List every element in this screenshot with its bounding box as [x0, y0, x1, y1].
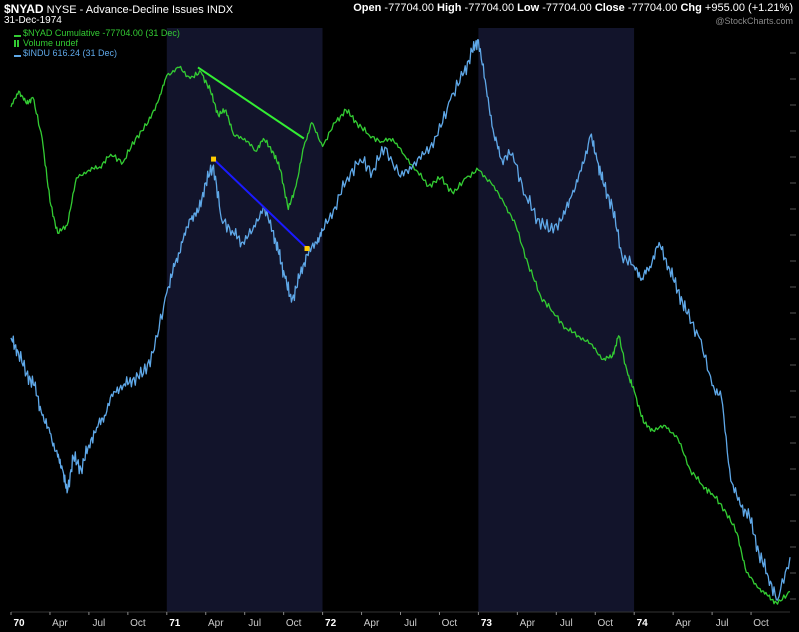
chg-label: Chg	[680, 2, 702, 14]
nyad-series-line	[10, 65, 791, 605]
x-tick-label: Jul	[560, 618, 573, 629]
low-value: -77704.00	[542, 2, 592, 14]
chart-header: $NYAD NYSE - Advance-Decline Issues INDX…	[0, 0, 799, 28]
trendline-endpoint-marker	[304, 245, 310, 251]
x-tick-label: Jul	[404, 618, 417, 629]
x-tick-label: 70	[13, 618, 25, 629]
indu-series-line	[10, 39, 791, 601]
low-label: Low	[517, 2, 540, 14]
watermark: @StockCharts.com	[715, 16, 793, 26]
symbol: $NYAD	[4, 2, 44, 16]
x-tick-label: Oct	[442, 618, 458, 629]
year-band	[11, 28, 167, 612]
x-tick-label: Apr	[675, 618, 691, 629]
high-value: -77704.00	[464, 2, 515, 14]
x-tick-label: Apr	[52, 618, 68, 629]
chg-value: +955.00 (+1.21%)	[704, 2, 793, 14]
close-label: Close	[594, 2, 625, 14]
indu-trendline	[212, 158, 308, 250]
x-tick-label: Jul	[716, 618, 729, 629]
legend-volume-label: Volume undef	[23, 38, 79, 48]
x-tick-label: Jul	[248, 618, 261, 629]
x-tick-label: Oct	[286, 618, 302, 629]
x-tick-label: 71	[169, 618, 181, 629]
legend-indu-label: $INDU 616.24 (31 Dec)	[23, 48, 118, 58]
ohlc-readout: Open -77704.00 High -77704.00 Low -77704…	[353, 2, 793, 14]
exchange: INDX	[206, 4, 234, 16]
year-band	[166, 28, 323, 612]
x-tick-label: 72	[325, 618, 337, 629]
nyad-trendline	[197, 66, 305, 140]
chart-date: 31-Dec-1974	[4, 15, 62, 26]
line-swatch-icon	[14, 51, 21, 57]
open-value: -77704.00	[384, 2, 434, 14]
x-tick-label: Oct	[130, 618, 146, 629]
legend-nyad-label: $NYAD Cumulative -77704.00 (31 Dec)	[23, 28, 180, 38]
close-value: -77704.00	[627, 2, 678, 14]
x-tick-label: Apr	[364, 618, 380, 629]
x-tick-label: Oct	[597, 618, 613, 629]
year-band	[322, 28, 479, 612]
year-band	[478, 28, 635, 612]
x-tick-label: Oct	[753, 618, 769, 629]
chart-legend: $NYAD Cumulative -77704.00 (31 Dec) Volu…	[14, 28, 180, 58]
line-swatch-icon	[14, 31, 21, 37]
open-label: Open	[353, 2, 382, 14]
symbol-line: $NYAD NYSE - Advance-Decline Issues INDX	[4, 2, 233, 16]
x-tick-label: 74	[637, 618, 649, 629]
x-tick-label: Apr	[208, 618, 224, 629]
trendline-endpoint-marker	[211, 156, 217, 162]
x-tick-label: 73	[481, 618, 493, 629]
high-label: High	[437, 2, 462, 14]
legend-indu: $INDU 616.24 (31 Dec)	[14, 48, 180, 58]
volume-bars-icon	[14, 40, 21, 48]
symbol-description: NYSE - Advance-Decline Issues	[46, 4, 204, 16]
legend-volume: Volume undef	[14, 38, 180, 48]
x-tick-label: Jul	[93, 618, 106, 629]
year-band	[634, 28, 790, 612]
legend-nyad: $NYAD Cumulative -77704.00 (31 Dec)	[14, 28, 180, 38]
x-tick-label: Apr	[520, 618, 536, 629]
